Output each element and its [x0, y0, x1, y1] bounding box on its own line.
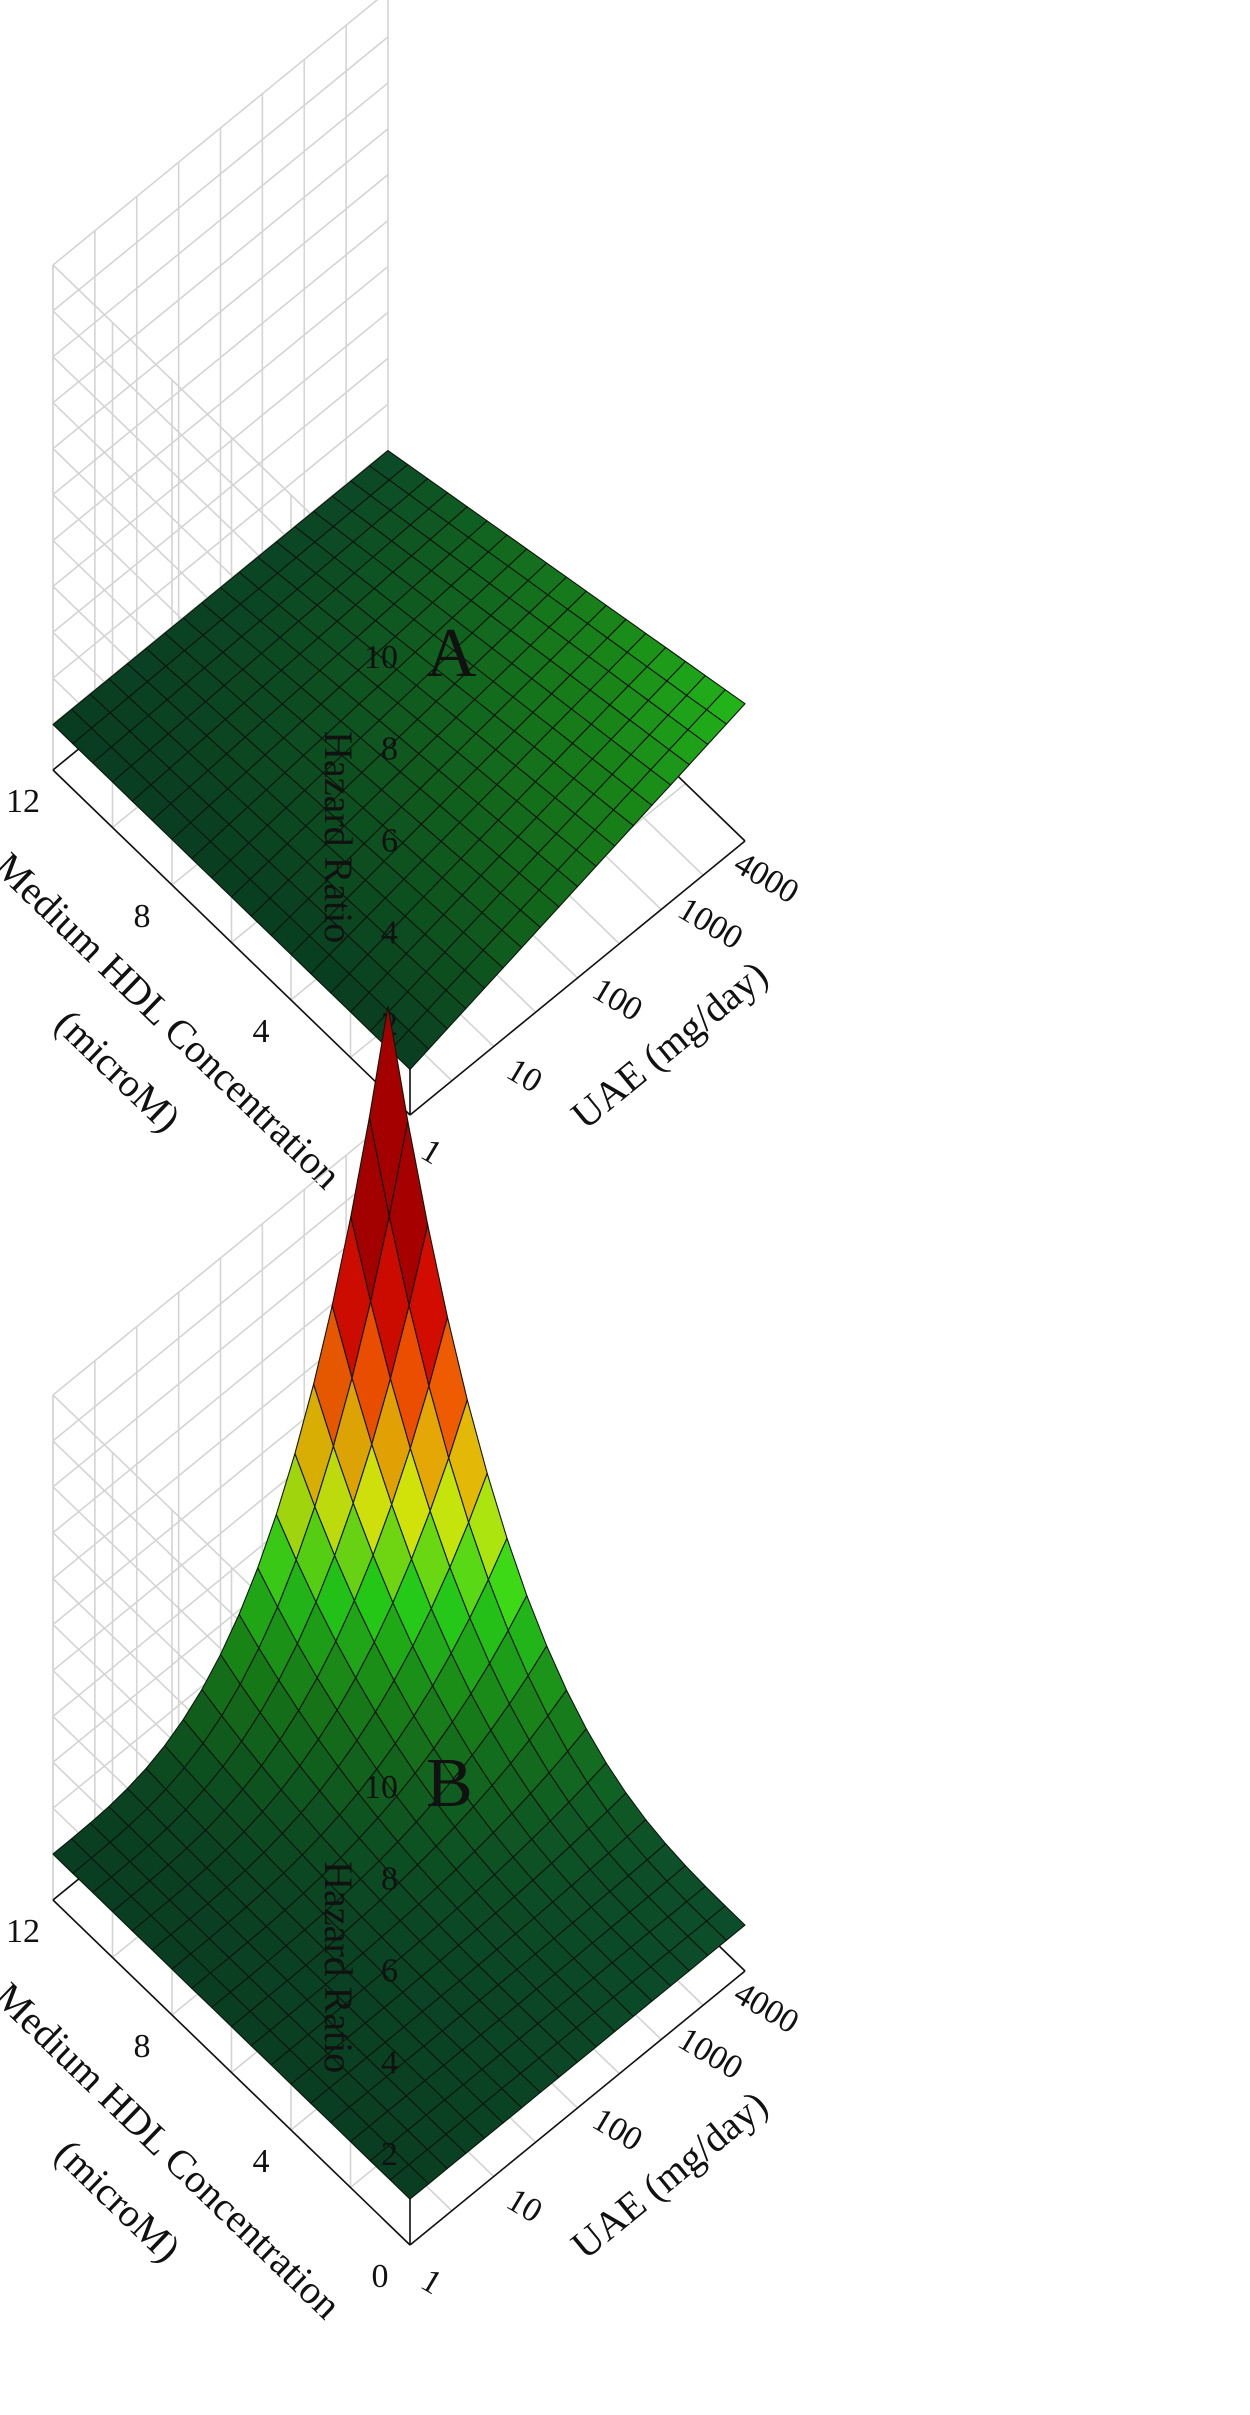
x-tick-label: 10	[500, 2181, 548, 2230]
panel-label: B	[426, 1745, 473, 1822]
z-axis-title: Hazard Ratio	[316, 731, 361, 943]
y-tick-label: 0	[372, 2258, 389, 2295]
z-tick-label: 8	[381, 1861, 398, 1898]
z-axis-title: Hazard Ratio	[316, 1861, 361, 2073]
y-tick-label: 8	[134, 2028, 151, 2065]
surface	[52, 450, 746, 1071]
z-tick-label: 10	[364, 1769, 398, 1806]
panel-label: A	[426, 615, 477, 692]
x-tick-label: 4000	[728, 845, 805, 912]
surface	[52, 1005, 746, 2200]
z-tick-label: 4	[381, 914, 398, 951]
x-axis-title: UAE (mg/day)	[562, 2082, 775, 2268]
z-tick-label: 6	[381, 1953, 398, 1990]
y-tick-label: 8	[134, 898, 151, 935]
x-axis-title: UAE (mg/day)	[562, 952, 775, 1138]
surface-cell	[389, 2164, 430, 2200]
x-tick-label: 100	[586, 971, 649, 1029]
z-tick-label: 4	[381, 2044, 398, 2081]
y-tick-label: 12	[6, 783, 40, 820]
x-tick-label: 1	[415, 2262, 449, 2302]
x-tick-label: 4000	[728, 1975, 805, 2042]
x-tick-label: 1000	[672, 2020, 749, 2087]
y-tick-label: 12	[6, 1913, 40, 1950]
x-tick-label: 100	[586, 2101, 649, 2159]
z-tick-label: 2	[381, 2136, 398, 2173]
y-tick-label: 4	[253, 2143, 270, 2180]
z-tick-label: 8	[381, 731, 398, 768]
x-tick-label: 10	[500, 1051, 548, 1100]
x-tick-label: 1000	[672, 890, 749, 957]
z-tick-label: 10	[364, 639, 398, 676]
z-tick-label: 6	[381, 823, 398, 860]
y-tick-label: 4	[253, 1013, 270, 1050]
x-tick-label: 1	[415, 1132, 449, 1172]
